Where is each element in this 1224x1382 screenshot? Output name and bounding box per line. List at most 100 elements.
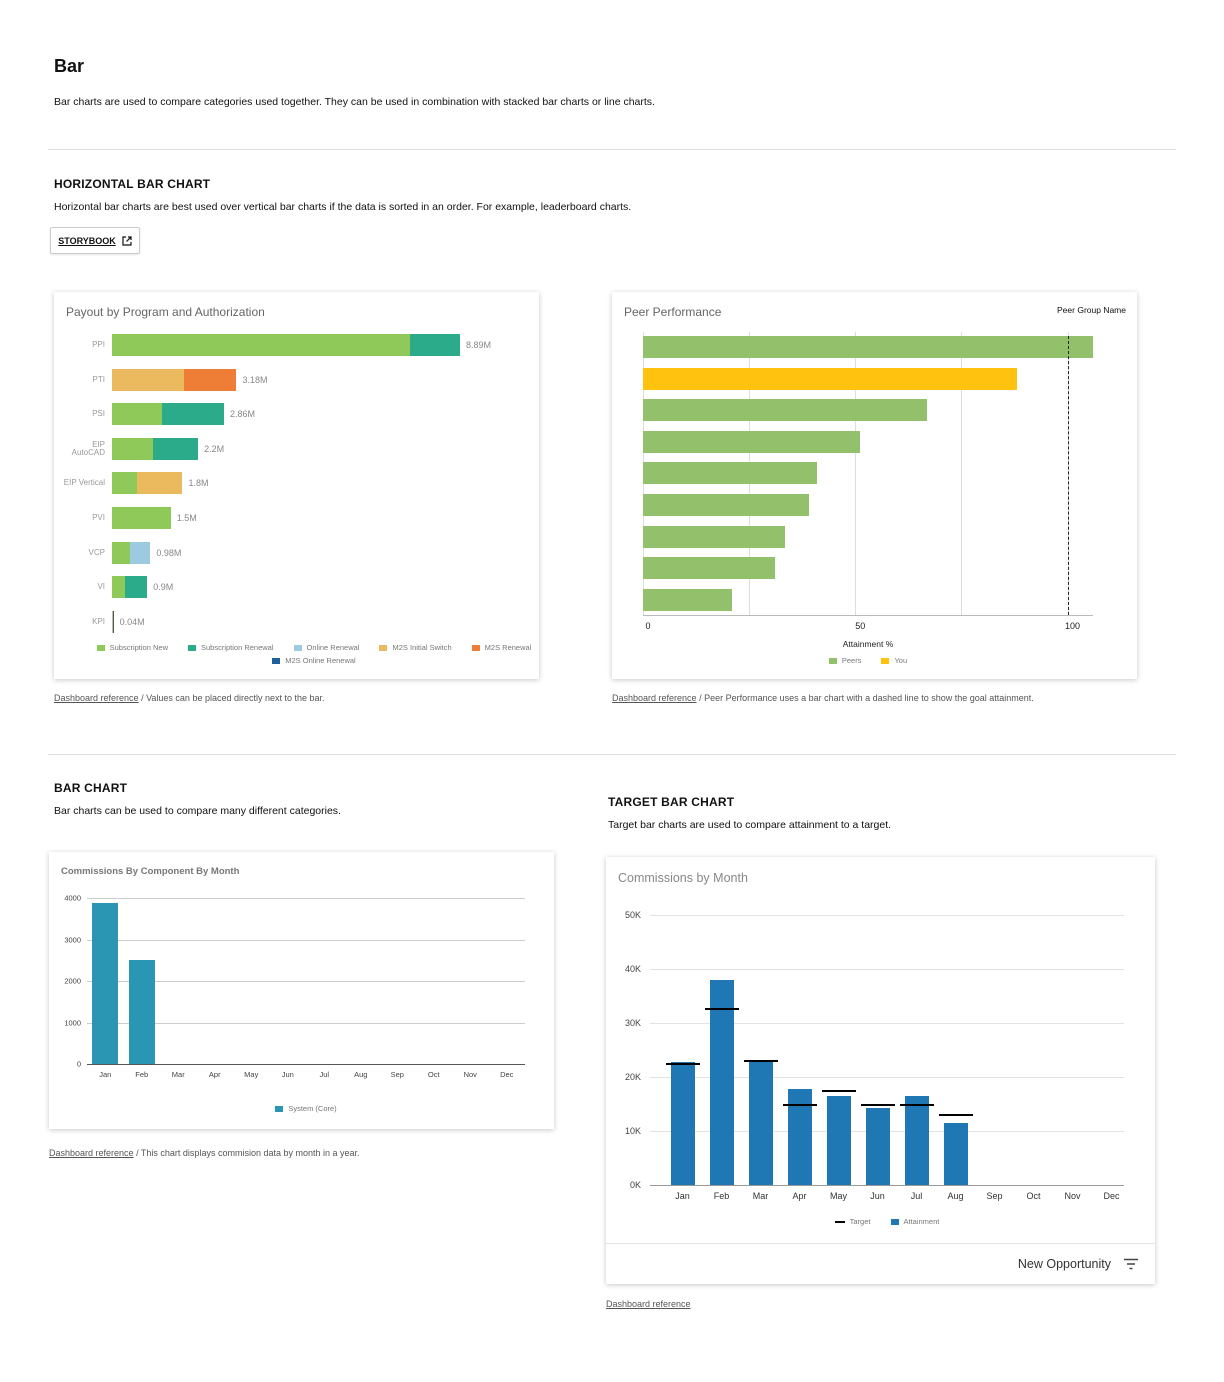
bar <box>904 1095 929 1185</box>
legend: Subscription New Subscription Renewal Onli… <box>94 643 534 665</box>
bar-segment <box>112 610 114 633</box>
legend-item: M2S Online Renewal <box>272 656 356 665</box>
section-heading: TARGET BAR CHART <box>608 795 735 809</box>
x-tick-label: Dec <box>1103 1191 1120 1201</box>
x-tick-label: Nov <box>1064 1191 1081 1201</box>
x-tick-label: Feb <box>135 1070 149 1079</box>
legend-swatch <box>187 644 196 651</box>
legend-swatch <box>96 644 105 651</box>
caption-link[interactable]: Dashboard reference <box>49 1148 134 1158</box>
page-intro: Bar charts are used to compare categorie… <box>54 96 655 108</box>
legend-swatch <box>379 644 388 651</box>
target-marker <box>704 1007 739 1010</box>
grid-line <box>87 939 525 941</box>
x-tick-label: Nov <box>463 1070 477 1079</box>
storybook-button[interactable]: STORYBOOK <box>50 227 140 254</box>
bar <box>826 1095 851 1185</box>
bar <box>643 588 733 611</box>
legend-item: You <box>881 656 907 665</box>
grid-line <box>855 332 857 615</box>
target-marker <box>938 1113 973 1116</box>
target-marker <box>821 1090 856 1093</box>
bar <box>643 336 1093 358</box>
x-tick-label: Jun <box>870 1191 885 1201</box>
legend-item: M2S Renewal <box>471 643 531 652</box>
category-label: VCP <box>88 547 105 557</box>
y-tick-label: 50K <box>624 910 641 920</box>
legend: Peers You <box>643 656 1093 665</box>
legend-label: M2S Online Renewal <box>285 656 356 665</box>
y-tick-label: 10K <box>624 1126 641 1136</box>
legend-label: Subscription Renewal <box>200 643 274 652</box>
card-divider <box>606 1243 1155 1244</box>
bar-segment <box>112 403 162 426</box>
legend-item: Subscription New <box>96 643 168 652</box>
legend-item: Peers <box>828 656 862 665</box>
target-marker <box>743 1059 778 1062</box>
y-tick-label: 30K <box>624 1018 641 1028</box>
x-tick-label: May <box>829 1191 848 1201</box>
value-label: 1.5M <box>176 513 197 523</box>
filter-icon[interactable] <box>1123 1258 1139 1270</box>
legend-item: M2S Initial Switch <box>379 643 452 652</box>
button-label[interactable]: STORYBOOK <box>58 235 116 246</box>
chart-title: Commissions By Component By Month <box>61 866 240 877</box>
caption: Dashboard reference / Values can be plac… <box>54 693 325 703</box>
section-description: Bar charts can be used to compare many d… <box>54 805 341 817</box>
category-label: PPI <box>92 340 105 349</box>
x-tick-label: Feb <box>713 1191 730 1201</box>
value-label: 2.2M <box>204 443 225 454</box>
legend-swatch <box>890 1218 899 1225</box>
grid-line <box>650 915 1124 916</box>
legend-item: Target <box>834 1217 871 1226</box>
bar <box>943 1122 968 1185</box>
caption-link[interactable]: Dashboard reference <box>612 693 697 703</box>
bar <box>643 557 775 580</box>
grid-line <box>650 1023 1124 1024</box>
bar-segment <box>125 576 148 599</box>
bar-segment <box>153 437 199 460</box>
annotation: Peer Group Name <box>1057 305 1126 315</box>
section-description: Horizontal bar charts are best used over… <box>54 201 632 213</box>
bar <box>865 1107 890 1185</box>
axis-line <box>643 615 1093 616</box>
grid-line <box>650 1185 1124 1186</box>
caption: Dashboard reference / This chart display… <box>49 1148 360 1158</box>
x-tick-label: Aug <box>947 1191 964 1201</box>
divider <box>48 149 1176 150</box>
bar-segment <box>112 472 138 495</box>
chart-card: New Opportunity Commissions by Month 0K 10… <box>606 857 1155 1284</box>
y-tick-label: 1000 <box>64 1018 81 1027</box>
bar-segment <box>112 576 126 599</box>
filter-label[interactable]: New Opportunity <box>1017 1257 1111 1271</box>
bar-segment <box>112 507 171 529</box>
legend: Target Attainment <box>650 1217 1124 1226</box>
bar-segment <box>161 403 224 426</box>
bar <box>643 494 809 516</box>
grid-line <box>87 1064 525 1065</box>
x-tick-label: Aug <box>354 1070 368 1079</box>
category-label: PSI <box>92 409 105 419</box>
legend-label: Target <box>849 1217 871 1226</box>
legend-label: Online Renewal <box>306 643 360 652</box>
x-tick-label: 50 <box>855 621 866 631</box>
caption-link[interactable]: Dashboard reference <box>606 1299 691 1309</box>
bar-segment <box>184 368 237 391</box>
x-tick-label: Jul <box>319 1070 330 1079</box>
legend-swatch <box>834 1220 845 1223</box>
legend-swatch <box>293 644 302 651</box>
y-tick-label: 40K <box>624 964 641 974</box>
legend-label: Subscription New <box>109 643 168 652</box>
category-label: PTI <box>92 374 105 384</box>
legend-label: Peers <box>841 656 862 665</box>
chart-card: Commissions By Component By Month 0 1000 20… <box>49 852 554 1129</box>
section-heading: BAR CHART <box>54 781 128 795</box>
bar <box>643 399 928 422</box>
bar-segment <box>410 334 460 356</box>
target-marker <box>860 1104 895 1107</box>
grid-line <box>87 1022 525 1024</box>
grid-line <box>961 332 963 615</box>
caption-link[interactable]: Dashboard reference <box>54 693 139 703</box>
caption-text: / Values can be placed directly next to … <box>141 693 325 703</box>
